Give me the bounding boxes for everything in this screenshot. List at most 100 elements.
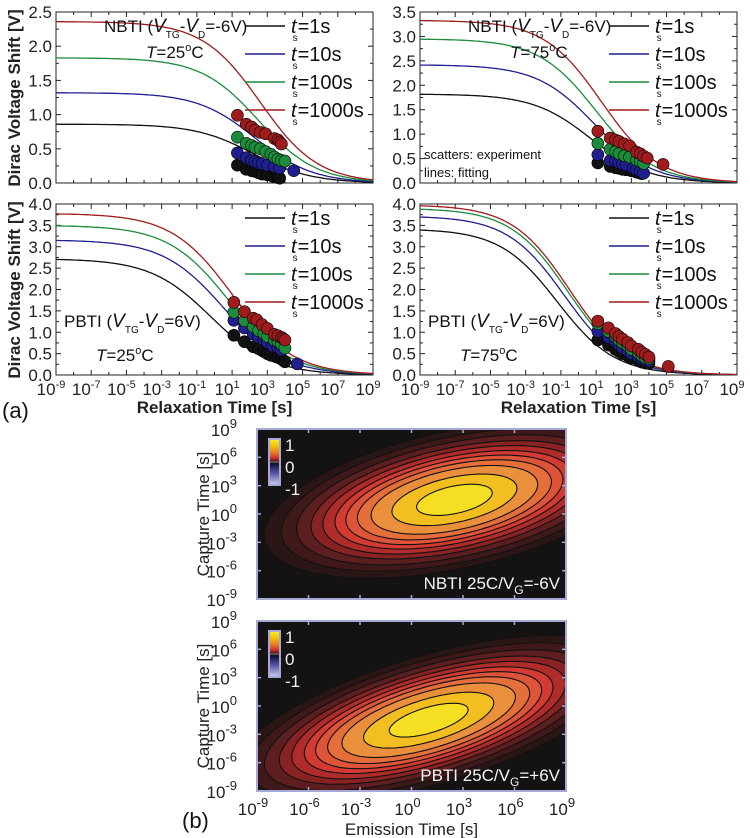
condition-label: NBTI (VTG-VD=-6V) bbox=[104, 16, 247, 41]
y-tick-label: 106 bbox=[211, 444, 237, 468]
colorbar-tick-label: 0 bbox=[285, 650, 294, 669]
fit-line-ts-10s bbox=[56, 239, 373, 375]
y-tick-label: 1.0 bbox=[28, 106, 52, 125]
fit-line-ts-100s bbox=[56, 57, 374, 182]
y-tick-label: 1.5 bbox=[28, 71, 52, 90]
x-axis-label: Emission Time [s] bbox=[345, 820, 478, 838]
y-tick-label: 109 bbox=[211, 416, 237, 440]
x-tick-label: 100 bbox=[394, 795, 420, 819]
y-tick-label: 0.0 bbox=[392, 366, 416, 385]
y-tick-label: 100 bbox=[211, 501, 237, 525]
x-tick-label: 105 bbox=[649, 379, 674, 399]
colorbar-tick-label: -1 bbox=[285, 672, 300, 691]
y-tick-label: 3.5 bbox=[392, 216, 416, 235]
x-tick-label: 103 bbox=[614, 379, 639, 399]
x-tick-label: 10-7 bbox=[72, 379, 101, 399]
data-point bbox=[231, 108, 244, 122]
contour-level bbox=[388, 702, 469, 738]
y-tick-label: 2.5 bbox=[392, 259, 416, 278]
fit-line-ts-1000s bbox=[419, 205, 737, 376]
y-tick-label: 103 bbox=[211, 665, 237, 689]
data-point bbox=[227, 296, 241, 309]
data-point bbox=[290, 357, 304, 371]
x-tick-label: 10-5 bbox=[107, 379, 136, 399]
data-point bbox=[640, 151, 654, 165]
y-tick-label: 0.5 bbox=[28, 345, 52, 364]
y-tick-label: 3.0 bbox=[392, 27, 416, 46]
data-point bbox=[278, 333, 292, 347]
temperature-label: T=75oC bbox=[510, 42, 568, 62]
data-point bbox=[591, 148, 605, 161]
x-tick-label: 103 bbox=[250, 379, 275, 399]
x-tick-label: 106 bbox=[497, 795, 523, 819]
chart-pbti-75c: 0.0 0.5 1.0 1.5 2.0 2.5 3.0 3.5 4.0 10-9 10-7 10-5 1… bbox=[392, 195, 744, 417]
x-tick-label: 10-6 bbox=[289, 795, 319, 819]
data-point bbox=[591, 137, 605, 150]
plot-frame bbox=[55, 203, 374, 376]
legend-label: t s=10s bbox=[291, 44, 342, 72]
heatmap-nbti: 10-9 10-6 10-3 100 103 106 109 Capture Time [s]… bbox=[194, 416, 567, 610]
condition-label: PBTI 25C/VG=+6V bbox=[420, 766, 560, 789]
fit-line-ts-1s bbox=[55, 258, 373, 376]
y-tick-label: 109 bbox=[211, 608, 237, 632]
condition-label: PBTI (VTG-VD=6V) bbox=[428, 311, 565, 336]
x-tick-label: 107 bbox=[684, 379, 709, 399]
y-tick-label: 0.0 bbox=[28, 174, 52, 193]
panel-letter-b: (b) bbox=[182, 808, 209, 833]
y-tick-label: 100 bbox=[211, 693, 237, 717]
y-tick-label: 2.0 bbox=[392, 76, 416, 95]
data-point bbox=[227, 328, 241, 342]
note-lines: lines: fitting bbox=[424, 165, 489, 180]
contour-area bbox=[257, 621, 566, 791]
legend-label: t s=1s bbox=[291, 208, 330, 236]
y-tick-label: 0.0 bbox=[392, 174, 416, 193]
data-point bbox=[662, 360, 675, 373]
legend-label: t s=10s bbox=[655, 236, 706, 264]
x-tick-label: 10-9 bbox=[401, 379, 430, 399]
y-tick-label: 4.0 bbox=[28, 195, 52, 214]
data-point bbox=[642, 350, 656, 364]
x-tick-label: 109 bbox=[549, 795, 575, 819]
x-axis-label: Relaxation Time [s] bbox=[501, 398, 657, 417]
y-tick-label: 1.0 bbox=[392, 323, 416, 342]
y-tick-label: 2.5 bbox=[28, 3, 52, 22]
colorbar-tick-label: -1 bbox=[285, 480, 300, 499]
y-tick-label: 1.5 bbox=[28, 302, 52, 321]
y-tick-label: 1.0 bbox=[28, 323, 52, 342]
data-point bbox=[231, 130, 244, 144]
x-tick-label: 10-3 bbox=[142, 379, 171, 399]
note-scatters: scatters: experiment bbox=[424, 147, 541, 162]
legend-label: t s=100s bbox=[655, 72, 717, 100]
y-tick-label: 2.0 bbox=[28, 281, 52, 300]
fit-line-ts-10s bbox=[56, 92, 374, 183]
y-tick-label: 2.5 bbox=[28, 259, 52, 278]
x-tick-label: 103 bbox=[446, 795, 472, 819]
data-point bbox=[278, 355, 292, 369]
y-tick-label: 0.5 bbox=[392, 345, 416, 364]
y-tick-label: 106 bbox=[211, 636, 237, 660]
legend-label: t s=1s bbox=[655, 16, 694, 44]
y-tick-label: 10-6 bbox=[207, 558, 237, 582]
condition-label: PBTI (VTG-VD=6V) bbox=[64, 311, 201, 336]
y-tick-label: 10-3 bbox=[207, 721, 237, 745]
data-point bbox=[287, 164, 301, 177]
legend-label: t s=100s bbox=[655, 264, 717, 292]
y-tick-label: 10-3 bbox=[207, 529, 237, 553]
legend-label: t s=1000s bbox=[655, 100, 728, 128]
legend-label: t s=1000s bbox=[291, 100, 364, 128]
colorbar-tick-label: 1 bbox=[285, 436, 294, 455]
data-point bbox=[656, 158, 670, 171]
fit-line-ts-1000s bbox=[56, 213, 374, 375]
x-tick-label: 10-1 bbox=[178, 379, 207, 399]
contour-area bbox=[257, 429, 566, 599]
x-tick-label: 101 bbox=[579, 379, 604, 399]
data-point bbox=[238, 305, 251, 319]
legend-label: t s=1s bbox=[291, 16, 330, 44]
fit-line-ts-1s bbox=[56, 123, 374, 183]
y-tick-label: 1.5 bbox=[392, 302, 416, 321]
fit-line-ts-10s bbox=[419, 64, 738, 183]
x-tick-label: 10-9 bbox=[238, 795, 268, 819]
x-axis-label: Relaxation Time [s] bbox=[137, 398, 293, 417]
y-tick-label: 2.0 bbox=[392, 281, 416, 300]
